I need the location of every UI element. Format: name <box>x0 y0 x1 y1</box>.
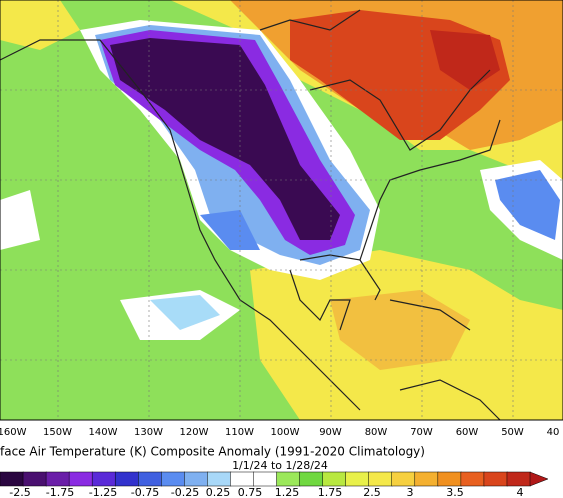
colorbar-label: 0.75 <box>238 486 263 498</box>
colorbar-swatch <box>91 471 116 487</box>
colorbar-swatch <box>460 471 485 487</box>
colorbar-label: 3.5 <box>446 486 464 498</box>
hot-region <box>430 30 500 90</box>
colorbar-swatch <box>22 471 47 487</box>
colorbar-swatch <box>161 471 186 487</box>
longitude-label: 130W <box>134 427 163 438</box>
colorbar-swatch <box>207 471 232 487</box>
anomaly-map <box>0 0 563 421</box>
colorbar-label: 4 <box>517 486 524 498</box>
colorbar-swatch <box>414 471 439 487</box>
colorbar <box>0 471 549 487</box>
colorbar-label: 3 <box>407 486 414 498</box>
coastlines <box>0 9 501 421</box>
colorbar-swatch <box>45 471 70 487</box>
longitude-label: 160W <box>0 427 27 438</box>
colorbar-label: -0.25 <box>171 486 199 498</box>
cold-region <box>200 210 260 250</box>
colorbar-swatch <box>184 471 209 487</box>
extreme-cold-region <box>110 38 340 240</box>
longitude-label: 90W <box>319 427 342 438</box>
colorbar-swatch <box>276 471 301 487</box>
colorbar-swatch <box>299 471 324 487</box>
colorbar-swatch <box>114 471 140 487</box>
longitude-label: 100W <box>271 427 300 438</box>
graticule <box>0 0 563 420</box>
date-range: 1/1/24 to 1/28/24 <box>232 459 328 472</box>
longitude-label: 40 <box>547 427 560 438</box>
map-frame <box>0 0 563 421</box>
colorbar-swatch <box>68 471 93 487</box>
longitude-label: 120W <box>180 427 209 438</box>
colorbar-label: 0.25 <box>206 486 231 498</box>
longitude-label: 60W <box>456 427 479 438</box>
map-title: face Air Temperature (K) Composite Anoma… <box>0 445 425 459</box>
colorbar-swatch <box>506 471 531 487</box>
colorbar-label: -1.75 <box>46 486 74 498</box>
warm-region <box>330 290 470 370</box>
colorbar-swatch <box>0 471 24 487</box>
cool-region <box>495 170 560 240</box>
colorbar-label: -1.25 <box>89 486 117 498</box>
longitude-label: 110W <box>225 427 254 438</box>
colorbar-swatch <box>368 471 393 487</box>
colorbar-swatch <box>138 471 163 487</box>
longitude-axis: 160W 150W 140W 130W 120W 110W 100W 90W 80W 70W 60W… <box>0 427 559 438</box>
cool-region <box>150 295 220 330</box>
colorbar-label: 1.25 <box>275 486 300 498</box>
colorbar-labels: -2.5 -1.75 -1.25 -0.75 -0.25 0.25 0.75 1.25 1.75… <box>9 486 523 498</box>
longitude-label: 70W <box>410 427 433 438</box>
colorbar-swatch <box>345 471 370 487</box>
longitude-label: 150W <box>43 427 72 438</box>
colorbar-swatch <box>483 471 508 487</box>
colorbar-label: 2.5 <box>363 486 381 498</box>
colorbar-swatch <box>322 471 347 487</box>
neutral-region <box>0 190 40 250</box>
colorbar-label: 1.75 <box>318 486 343 498</box>
colorbar-label: -2.5 <box>9 486 30 498</box>
colorbar-swatch <box>437 471 462 487</box>
colorbar-label: -0.75 <box>131 486 159 498</box>
colorbar-arrow <box>529 471 549 487</box>
colorbar-swatch <box>391 471 416 487</box>
colorbar-swatch <box>230 471 255 487</box>
longitude-label: 140W <box>89 427 118 438</box>
longitude-label: 80W <box>365 427 388 438</box>
longitude-label: 50W <box>501 427 524 438</box>
colorbar-swatch <box>253 471 278 487</box>
warm-region <box>0 0 80 50</box>
